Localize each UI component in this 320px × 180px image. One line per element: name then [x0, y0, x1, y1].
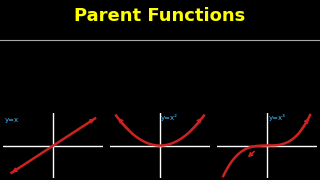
- Text: y=x: y=x: [5, 117, 20, 123]
- Text: y=x³: y=x³: [269, 114, 286, 121]
- Text: Parent Functions: Parent Functions: [74, 7, 246, 25]
- Text: y=x²: y=x²: [161, 114, 178, 121]
